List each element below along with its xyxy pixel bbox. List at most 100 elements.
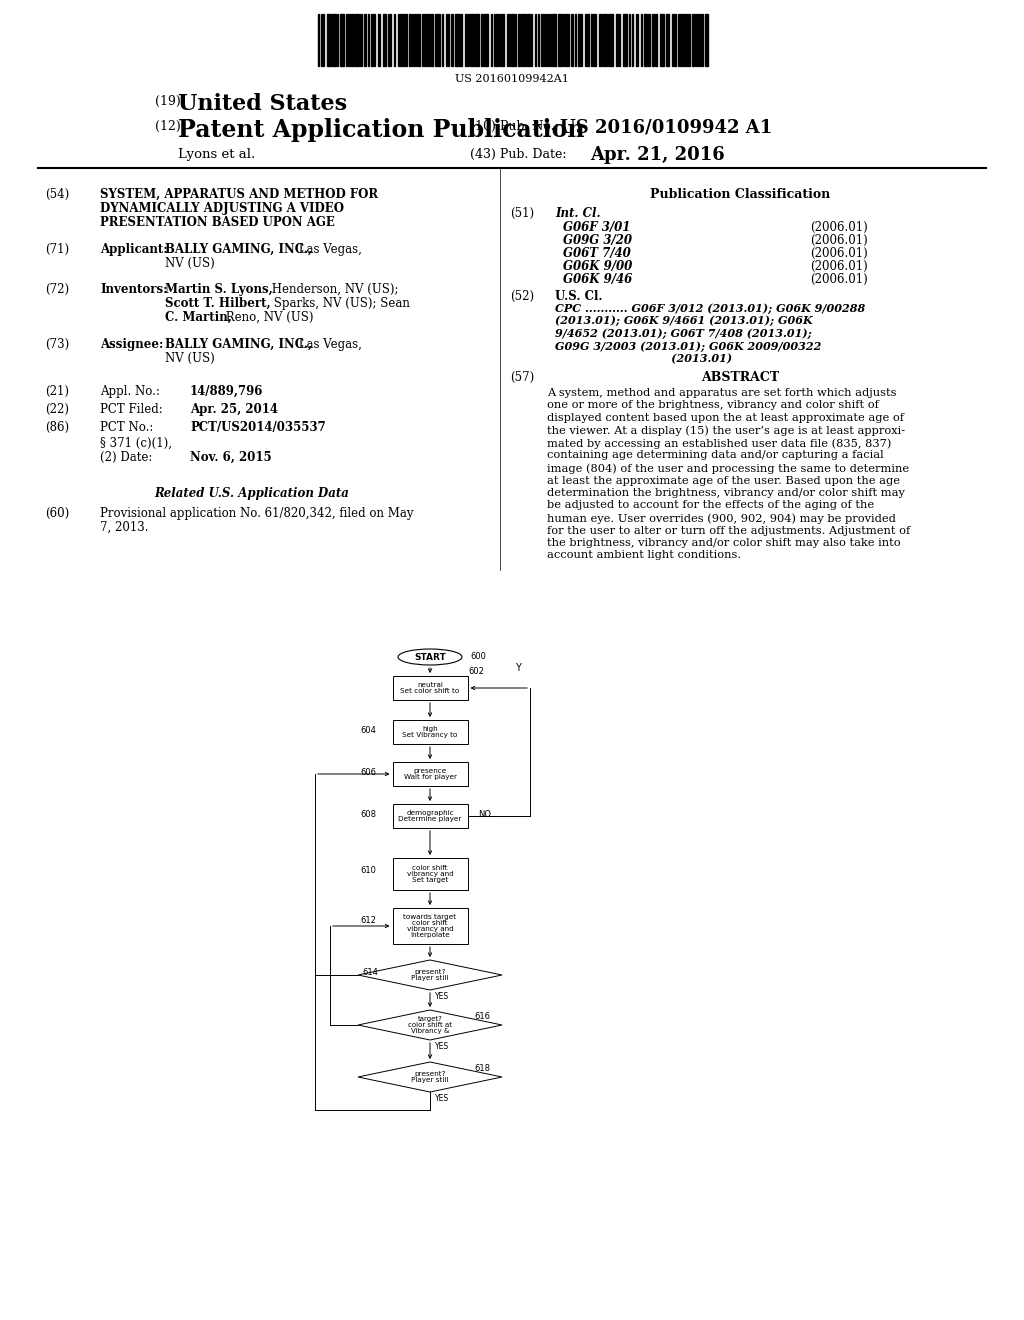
Bar	[355, 15, 358, 66]
Text: (2013.01): (2013.01)	[555, 352, 732, 364]
Bar	[400, 15, 402, 66]
Text: the brightness, vibrancy and/or color shift may also take into: the brightness, vibrancy and/or color sh…	[547, 539, 901, 548]
Bar	[688, 15, 690, 66]
Text: 14/889,796: 14/889,796	[190, 385, 263, 399]
Text: Las Vegas,: Las Vegas,	[295, 338, 361, 351]
Text: towards target: towards target	[403, 913, 457, 920]
Text: US 2016/0109942 A1: US 2016/0109942 A1	[560, 117, 772, 136]
Bar	[371, 15, 373, 66]
Text: PCT/US2014/035537: PCT/US2014/035537	[190, 421, 326, 434]
Text: (22): (22)	[45, 403, 69, 416]
Bar	[332, 15, 336, 66]
Text: human eye. User overrides (900, 902, 904) may be provided: human eye. User overrides (900, 902, 904…	[547, 513, 896, 524]
Text: containing age determining data and/or capturing a facial: containing age determining data and/or c…	[547, 450, 884, 461]
Text: (10) Pub. No.:: (10) Pub. No.:	[470, 120, 559, 133]
Text: Player still: Player still	[412, 1077, 449, 1084]
Text: C. Martin,: C. Martin,	[165, 312, 231, 323]
FancyBboxPatch shape	[392, 858, 468, 890]
Bar	[327, 15, 331, 66]
Text: Determine player: Determine player	[398, 816, 462, 822]
Bar	[648, 15, 650, 66]
Text: ABSTRACT: ABSTRACT	[701, 371, 779, 384]
Text: be adjusted to account for the effects of the aging of the: be adjusted to account for the effects o…	[547, 500, 874, 511]
Text: START: START	[414, 652, 445, 661]
Text: (2006.01): (2006.01)	[810, 234, 867, 247]
Text: Martin S. Lyons,: Martin S. Lyons,	[165, 282, 272, 296]
Text: (54): (54)	[45, 187, 70, 201]
Bar	[660, 15, 664, 66]
Text: Patent Application Publication: Patent Application Publication	[178, 117, 585, 143]
Text: NV (US): NV (US)	[165, 352, 215, 366]
Text: U.S. Cl.: U.S. Cl.	[555, 290, 602, 304]
Bar	[699, 15, 701, 66]
Bar	[644, 15, 647, 66]
Bar	[340, 15, 344, 66]
Polygon shape	[358, 1010, 502, 1040]
Text: Wait for player: Wait for player	[403, 774, 457, 780]
Bar	[501, 15, 504, 66]
Text: 610: 610	[360, 866, 376, 875]
Text: G06F 3/01: G06F 3/01	[563, 220, 631, 234]
Text: Nov. 6, 2015: Nov. 6, 2015	[190, 451, 271, 465]
FancyBboxPatch shape	[392, 676, 468, 700]
Bar	[558, 15, 562, 66]
Bar	[593, 15, 596, 66]
Bar	[424, 15, 426, 66]
Bar	[616, 15, 618, 66]
FancyBboxPatch shape	[392, 762, 468, 785]
Text: 608: 608	[360, 810, 376, 818]
Text: (73): (73)	[45, 338, 70, 351]
Text: NO: NO	[478, 810, 490, 818]
Text: CPC ........... G06F 3/012 (2013.01); G06K 9/00288: CPC ........... G06F 3/012 (2013.01); G0…	[555, 304, 865, 314]
Text: G09G 3/20: G09G 3/20	[563, 234, 632, 247]
Bar	[609, 15, 613, 66]
Polygon shape	[358, 1063, 502, 1092]
Text: (71): (71)	[45, 243, 70, 256]
Text: G09G 3/2003 (2013.01); G06K 2009/00322: G09G 3/2003 (2013.01); G06K 2009/00322	[555, 341, 821, 351]
Text: Set target: Set target	[412, 878, 449, 883]
Text: Interpolate: Interpolate	[411, 932, 450, 939]
Text: (60): (60)	[45, 507, 70, 520]
Text: Appl. No.:: Appl. No.:	[100, 385, 160, 399]
Text: (57): (57)	[510, 371, 535, 384]
Bar	[481, 15, 483, 66]
Text: 7, 2013.: 7, 2013.	[100, 521, 148, 535]
Text: 604: 604	[360, 726, 376, 735]
Bar	[378, 15, 380, 66]
Bar	[364, 15, 366, 66]
Text: determination the brightness, vibrancy and/or color shift may: determination the brightness, vibrancy a…	[547, 488, 905, 498]
Bar	[383, 15, 386, 66]
Text: PCT No.:: PCT No.:	[100, 421, 154, 434]
Bar	[351, 15, 354, 66]
Text: BALLY GAMING, INC.,: BALLY GAMING, INC.,	[165, 338, 312, 351]
Text: G06K 9/46: G06K 9/46	[563, 273, 632, 286]
Text: color shift: color shift	[413, 920, 447, 925]
Bar	[599, 15, 601, 66]
FancyBboxPatch shape	[392, 908, 468, 944]
Bar	[552, 15, 556, 66]
Text: one or more of the brightness, vibrancy and color shift of: one or more of the brightness, vibrancy …	[547, 400, 879, 411]
Text: (2) Date:: (2) Date:	[100, 451, 153, 465]
FancyBboxPatch shape	[392, 804, 468, 828]
Bar	[518, 15, 520, 66]
Text: (51): (51)	[510, 207, 535, 220]
Text: G06K 9/00: G06K 9/00	[563, 260, 632, 273]
Text: US 20160109942A1: US 20160109942A1	[455, 74, 569, 84]
Text: high: high	[422, 726, 438, 731]
Bar	[674, 15, 676, 66]
Text: PRESENTATION BASED UPON AGE: PRESENTATION BASED UPON AGE	[100, 216, 335, 228]
Bar	[435, 15, 437, 66]
Text: YES: YES	[435, 993, 450, 1001]
Text: Int. Cl.: Int. Cl.	[555, 207, 601, 220]
Text: Publication Classification: Publication Classification	[650, 187, 830, 201]
Bar	[666, 15, 669, 66]
Text: Assignee:: Assignee:	[100, 338, 164, 351]
Text: vibrancy and: vibrancy and	[407, 927, 454, 932]
Bar	[680, 15, 682, 66]
Text: account ambient light conditions.: account ambient light conditions.	[547, 550, 741, 561]
Ellipse shape	[398, 649, 462, 665]
Text: Apr. 21, 2016: Apr. 21, 2016	[590, 147, 725, 164]
Text: (21): (21)	[45, 385, 69, 399]
Bar	[652, 15, 654, 66]
Text: present?: present?	[415, 1071, 445, 1077]
